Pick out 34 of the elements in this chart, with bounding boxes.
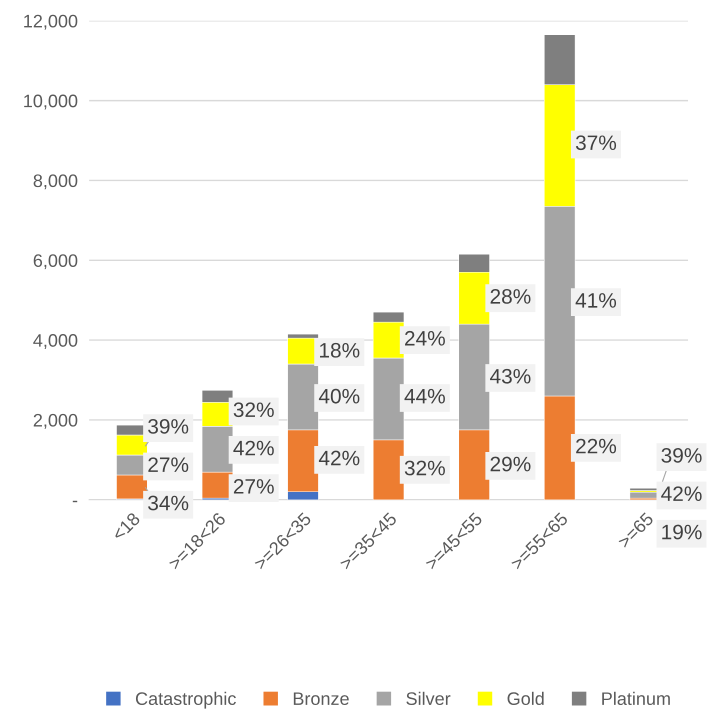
annotation: 34% bbox=[148, 496, 188, 510]
legend-label: Gold bbox=[508, 692, 544, 706]
legend-label: Catastrophic bbox=[136, 692, 236, 709]
annotation: 29% bbox=[490, 456, 530, 472]
annotation: 32% bbox=[404, 460, 445, 476]
y-tick-label: 10,000 bbox=[24, 94, 78, 110]
legend-label: Silver bbox=[406, 692, 450, 706]
annotation: 37% bbox=[576, 135, 616, 150]
y-tick-label: 12,000 bbox=[24, 14, 78, 30]
annotation: 19% bbox=[662, 524, 702, 540]
y-tick-label: 6,000 bbox=[34, 254, 78, 270]
annotation: 40% bbox=[318, 388, 360, 404]
legend-label: Bronze bbox=[294, 692, 349, 706]
annotation: 22% bbox=[576, 438, 616, 454]
annotation: 39% bbox=[148, 419, 188, 434]
annotation: 39% bbox=[661, 448, 702, 463]
annotation: 24% bbox=[405, 330, 445, 346]
annotation: 42% bbox=[318, 450, 360, 466]
annotation: 32% bbox=[234, 402, 274, 418]
x-tick-label: <18 bbox=[111, 512, 141, 542]
annotation: 44% bbox=[404, 388, 445, 404]
legend-label: Platinum bbox=[602, 692, 670, 706]
annotation: 27% bbox=[234, 479, 274, 494]
annotation: 42% bbox=[661, 486, 702, 502]
annotation: 43% bbox=[490, 368, 530, 384]
annotation: 41% bbox=[576, 293, 616, 308]
annotation: 18% bbox=[320, 342, 360, 358]
y-tick-label: 8,000 bbox=[34, 174, 78, 190]
annotation: 27% bbox=[148, 457, 188, 472]
y-tick-label: - bbox=[72, 500, 78, 502]
y-tick-label: 4,000 bbox=[33, 334, 78, 349]
annotation: 28% bbox=[490, 289, 530, 304]
y-tick-label: 2,000 bbox=[34, 414, 78, 429]
annotation: 42% bbox=[233, 440, 274, 456]
